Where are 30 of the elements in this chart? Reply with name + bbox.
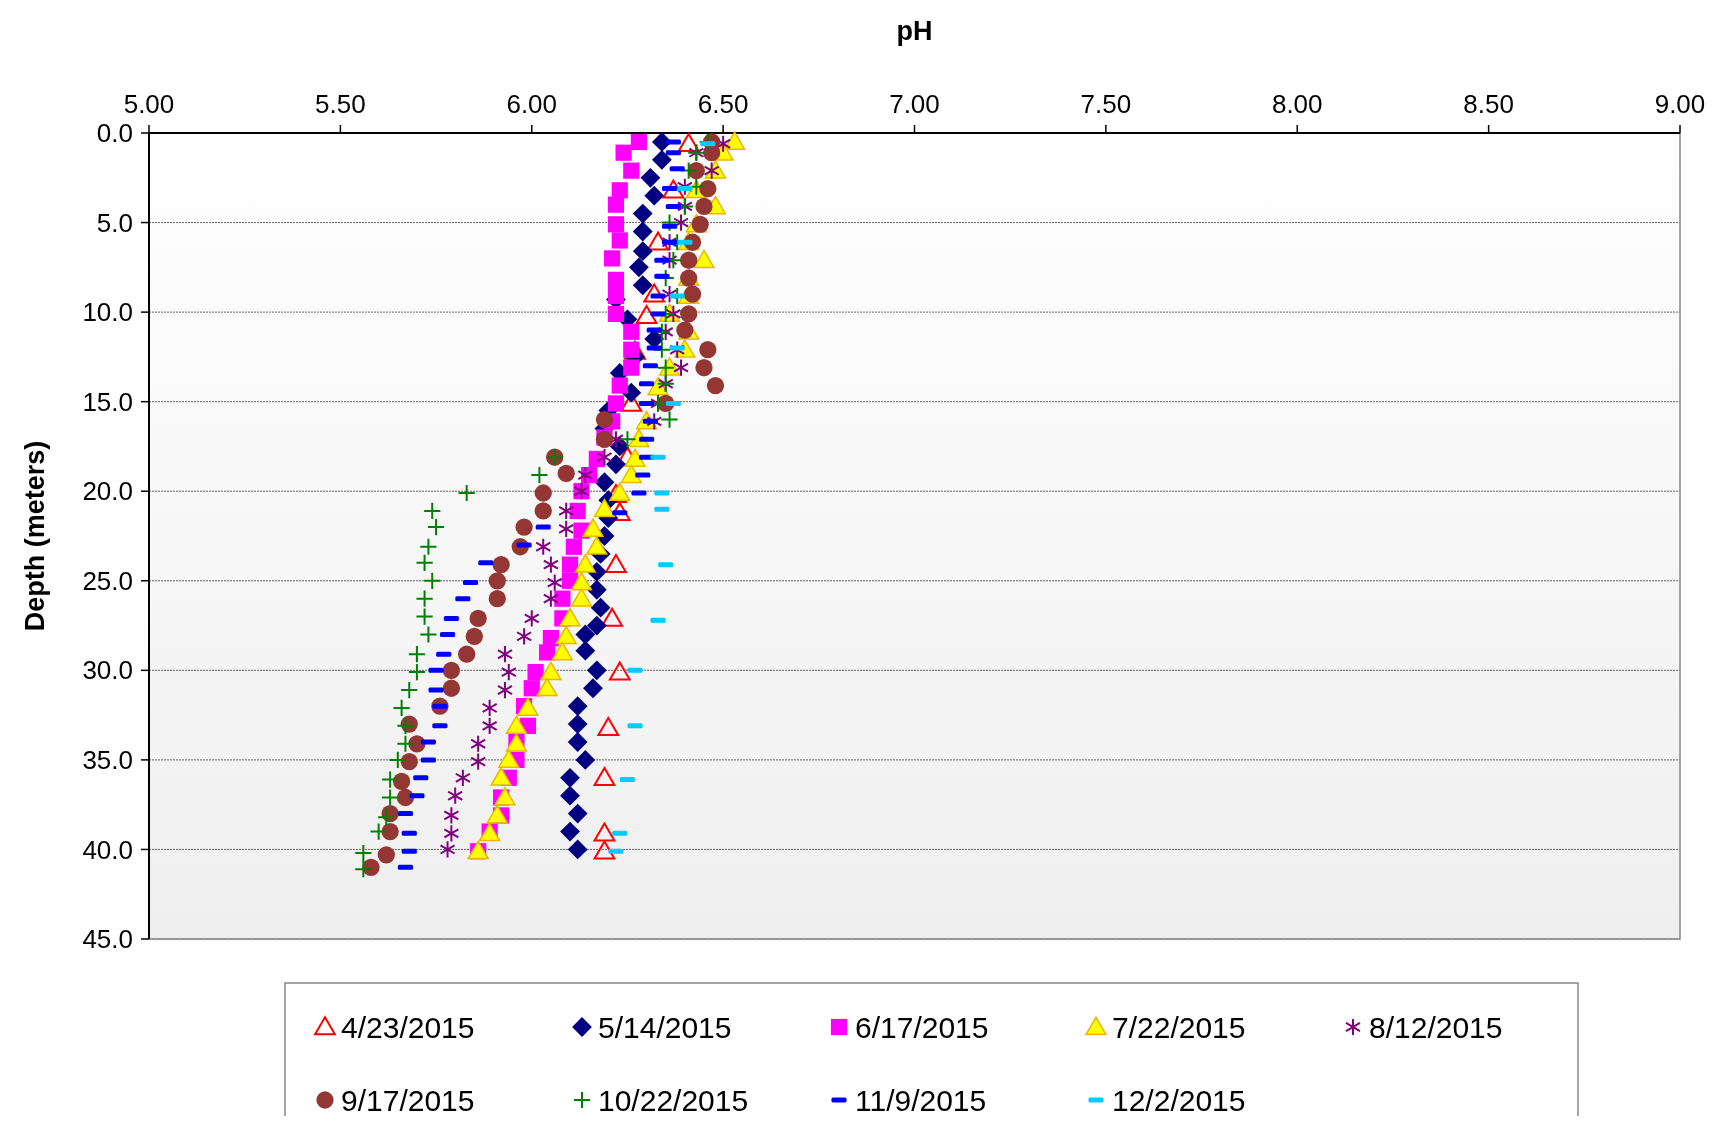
x-tick-label: 9.00 xyxy=(1654,89,1706,119)
y-tick-label: 20.0 xyxy=(82,476,133,507)
x-tick-label: 8.50 xyxy=(1463,89,1514,119)
legend-label: 8/12/2015 xyxy=(1369,1010,1503,1044)
legend-label: 6/17/2015 xyxy=(855,1010,989,1044)
x-tick-label: 6.00 xyxy=(506,89,558,119)
legend-label: 5/14/2015 xyxy=(598,1010,732,1044)
y-tick-label: 40.0 xyxy=(82,834,133,865)
x-tick-label: 7.50 xyxy=(1080,89,1132,119)
x-tick-label: 8.00 xyxy=(1271,89,1323,119)
y-tick-label: 10.0 xyxy=(82,297,133,328)
y-tick-label: 15.0 xyxy=(82,386,133,417)
x-axis-title: pH xyxy=(896,16,933,46)
x-tick-label: 7.00 xyxy=(889,89,940,119)
legend-label: 11/9/2015 xyxy=(855,1083,987,1117)
legend-label: 10/22/2015 xyxy=(598,1083,749,1117)
y-tick-label: 0.0 xyxy=(96,118,133,149)
y-tick-label: 45.0 xyxy=(82,924,133,955)
y-axis-title: Depth (meters) xyxy=(20,440,50,632)
y-tick-label: 5.0 xyxy=(96,207,133,238)
x-tick-label: 5.00 xyxy=(123,89,175,119)
y-tick-label: 35.0 xyxy=(82,744,133,775)
legend-label: 7/22/2015 xyxy=(1112,1010,1246,1044)
x-tick-label: 6.50 xyxy=(697,89,749,119)
legend-label: 4/23/2015 xyxy=(341,1010,475,1044)
x-tick-label: 5.50 xyxy=(315,89,366,119)
legend-label: 12/2/2015 xyxy=(1112,1083,1246,1117)
y-tick-label: 25.0 xyxy=(82,565,133,596)
y-tick-label: 30.0 xyxy=(82,655,133,686)
legend-label: 9/17/2015 xyxy=(341,1083,475,1117)
